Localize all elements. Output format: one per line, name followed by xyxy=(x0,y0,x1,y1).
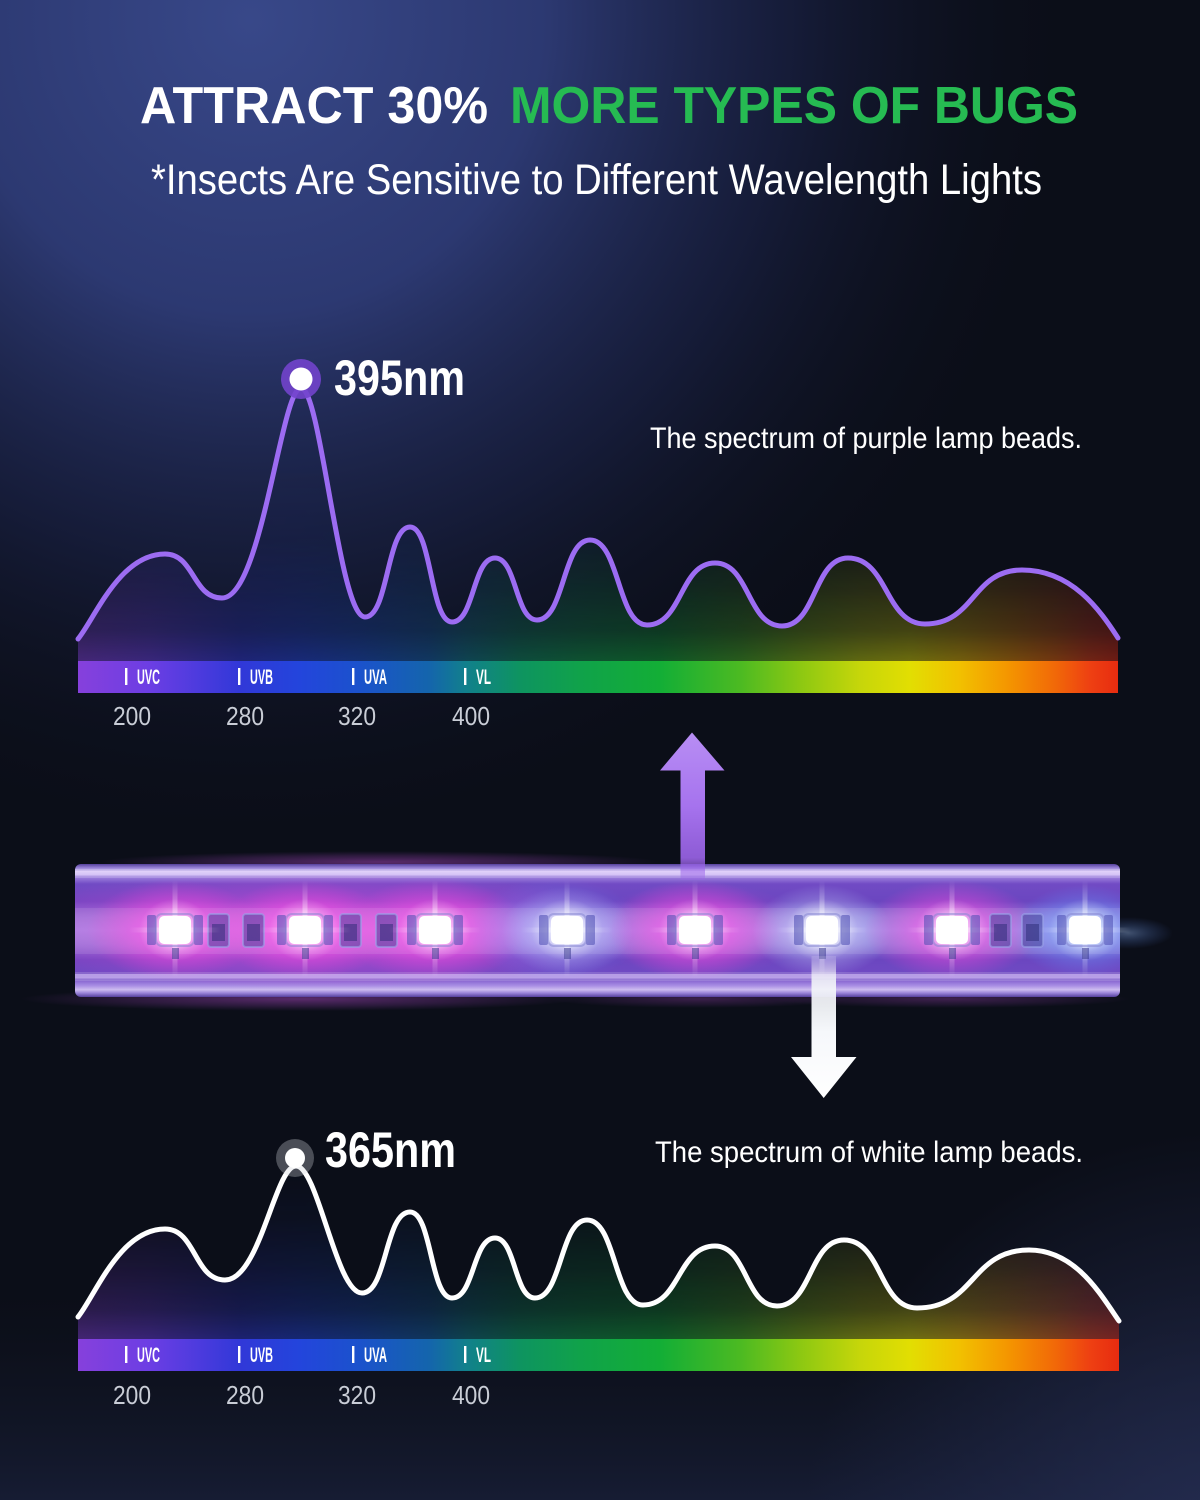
svg-text:UVA: UVA xyxy=(364,666,387,689)
svg-text:UVC: UVC xyxy=(137,666,160,689)
svg-text:The spectrum of purple lamp be: The spectrum of purple lamp beads. xyxy=(650,422,1082,455)
svg-text:395nm: 395nm xyxy=(334,350,465,406)
svg-text:400: 400 xyxy=(452,701,490,731)
svg-text:*Insects Are Sensitive to Diff: *Insects Are Sensitive to Different Wave… xyxy=(151,156,1042,204)
svg-text:MORE TYPES OF BUGS: MORE TYPES OF BUGS xyxy=(510,77,1078,135)
svg-text:400: 400 xyxy=(452,1380,490,1410)
svg-text:320: 320 xyxy=(338,701,376,731)
svg-text:UVB: UVB xyxy=(250,666,273,689)
svg-text:UVC: UVC xyxy=(137,1344,160,1367)
svg-text:280: 280 xyxy=(226,701,264,731)
svg-text:320: 320 xyxy=(338,1380,376,1410)
svg-text:VL: VL xyxy=(476,1344,491,1367)
svg-text:ATTRACT 30%: ATTRACT 30% xyxy=(140,77,488,135)
svg-text:VL: VL xyxy=(476,666,491,689)
svg-text:200: 200 xyxy=(113,701,151,731)
svg-text:UVB: UVB xyxy=(250,1344,273,1367)
svg-text:280: 280 xyxy=(226,1380,264,1410)
svg-text:The spectrum of white lamp bea: The spectrum of white lamp beads. xyxy=(655,1136,1083,1169)
svg-text:200: 200 xyxy=(113,1380,151,1410)
svg-text:365nm: 365nm xyxy=(325,1122,456,1178)
svg-text:UVA: UVA xyxy=(364,1344,387,1367)
